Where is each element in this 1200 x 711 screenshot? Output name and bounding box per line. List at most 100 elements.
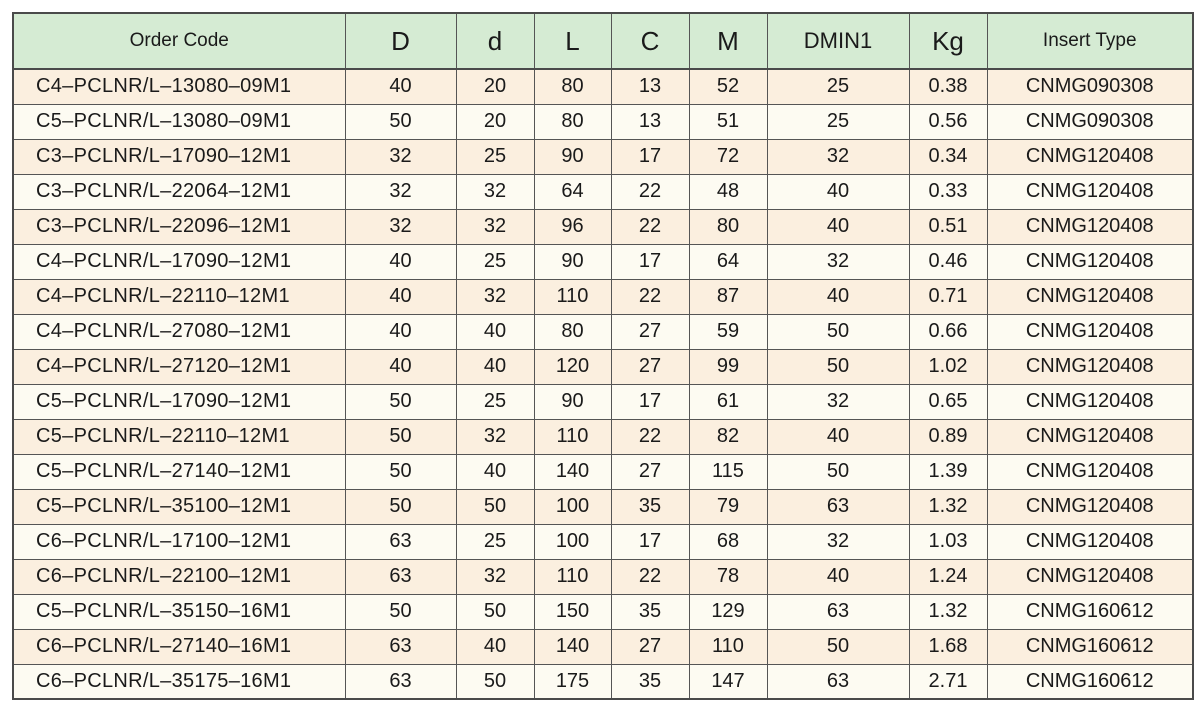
cell-order-code: C4–PCLNR/L–27120–12M1 [12,348,346,385]
cell-l: 90 [533,243,612,280]
cell-kg: 0.56 [908,103,988,140]
cell-insert-type: CNMG120408 [986,488,1194,525]
cell-order-code: C3–PCLNR/L–17090–12M1 [12,138,346,175]
cell-d-shank: 50 [455,593,535,630]
cell-kg: 2.71 [908,663,988,700]
cell-d-shank: 20 [455,68,535,105]
cell-insert-type: CNMG160612 [986,628,1194,665]
cell-d-outer: 32 [344,208,457,245]
cell-l: 100 [533,488,612,525]
cell-c: 22 [610,418,690,455]
header-d-shank: d [455,12,535,70]
cell-c: 17 [610,383,690,420]
cell-insert-type: CNMG090308 [986,68,1194,105]
cell-l: 110 [533,278,612,315]
cell-dmin1: 32 [766,383,910,420]
cell-m: 51 [688,103,768,140]
cell-insert-type: CNMG120408 [986,453,1194,490]
header-kg: Kg [908,12,988,70]
table-row: C5–PCLNR/L–35150–16M1 50 50 150 35 129 63 1.32 C… [12,593,1194,630]
header-d-outer: D [344,12,457,70]
cell-insert-type: CNMG120408 [986,173,1194,210]
cell-insert-type: CNMG120408 [986,418,1194,455]
cell-d-shank: 32 [455,173,535,210]
cell-insert-type: CNMG120408 [986,348,1194,385]
cell-c: 22 [610,173,690,210]
cell-insert-type: CNMG120408 [986,138,1194,175]
cell-insert-type: CNMG120408 [986,383,1194,420]
cell-d-shank: 32 [455,418,535,455]
cell-insert-type: CNMG160612 [986,663,1194,700]
cell-c: 22 [610,558,690,595]
cell-d-shank: 32 [455,278,535,315]
cell-order-code: C5–PCLNR/L–17090–12M1 [12,383,346,420]
cell-d-shank: 25 [455,523,535,560]
cell-dmin1: 25 [766,68,910,105]
cell-order-code: C3–PCLNR/L–22096–12M1 [12,208,346,245]
cell-d-outer: 40 [344,68,457,105]
table-row: C6–PCLNR/L–17100–12M1 63 25 100 17 68 32 1.03 CN… [12,523,1194,560]
cell-kg: 0.51 [908,208,988,245]
cell-c: 27 [610,313,690,350]
cell-order-code: C4–PCLNR/L–13080–09M1 [12,68,346,105]
cell-l: 140 [533,628,612,665]
table-row: C6–PCLNR/L–22100–12M1 63 32 110 22 78 40 1.24 CN… [12,558,1194,595]
cell-d-outer: 50 [344,593,457,630]
cell-dmin1: 32 [766,243,910,280]
cell-d-outer: 32 [344,173,457,210]
cell-l: 80 [533,103,612,140]
cell-c: 13 [610,103,690,140]
cell-dmin1: 50 [766,453,910,490]
cell-dmin1: 40 [766,558,910,595]
cell-order-code: C3–PCLNR/L–22064–12M1 [12,173,346,210]
cell-order-code: C6–PCLNR/L–27140–16M1 [12,628,346,665]
cell-c: 17 [610,523,690,560]
cell-insert-type: CNMG120408 [986,523,1194,560]
cell-l: 90 [533,138,612,175]
cell-dmin1: 25 [766,103,910,140]
cell-dmin1: 32 [766,138,910,175]
cell-c: 17 [610,243,690,280]
cell-insert-type: CNMG160612 [986,593,1194,630]
cell-m: 59 [688,313,768,350]
table-row: C6–PCLNR/L–35175–16M1 63 50 175 35 147 63 2.71 C… [12,663,1194,700]
cell-m: 80 [688,208,768,245]
cell-c: 35 [610,488,690,525]
cell-m: 99 [688,348,768,385]
cell-kg: 1.03 [908,523,988,560]
cell-dmin1: 50 [766,348,910,385]
table-row: C4–PCLNR/L–27120–12M1 40 40 120 27 99 50 1.02 CN… [12,348,1194,385]
cell-order-code: C5–PCLNR/L–35150–16M1 [12,593,346,630]
cell-dmin1: 63 [766,663,910,700]
cell-insert-type: CNMG120408 [986,243,1194,280]
cell-m: 147 [688,663,768,700]
cell-d-shank: 25 [455,243,535,280]
cell-kg: 0.33 [908,173,988,210]
table-body: C4–PCLNR/L–13080–09M1 40 20 80 13 52 25 0.38 CNM… [12,68,1194,700]
cell-dmin1: 40 [766,173,910,210]
cell-d-outer: 50 [344,418,457,455]
table-row: C3–PCLNR/L–22064–12M1 32 32 64 22 48 40 0.33 CNM… [12,173,1194,210]
table-row: C4–PCLNR/L–13080–09M1 40 20 80 13 52 25 0.38 CNM… [12,68,1194,105]
cell-d-outer: 40 [344,243,457,280]
cell-d-outer: 63 [344,523,457,560]
cell-m: 110 [688,628,768,665]
table-row: C5–PCLNR/L–22110–12M1 50 32 110 22 82 40 0.89 CN… [12,418,1194,455]
cell-l: 120 [533,348,612,385]
table-row: C5–PCLNR/L–35100–12M1 50 50 100 35 79 63 1.32 CN… [12,488,1194,525]
cell-order-code: C4–PCLNR/L–27080–12M1 [12,313,346,350]
cell-d-shank: 25 [455,138,535,175]
cell-m: 129 [688,593,768,630]
cell-insert-type: CNMG120408 [986,558,1194,595]
cell-l: 150 [533,593,612,630]
table-row: C6–PCLNR/L–27140–16M1 63 40 140 27 110 50 1.68 C… [12,628,1194,665]
cell-l: 140 [533,453,612,490]
cell-m: 64 [688,243,768,280]
cell-d-shank: 40 [455,628,535,665]
cell-c: 17 [610,138,690,175]
cell-l: 96 [533,208,612,245]
cell-kg: 1.68 [908,628,988,665]
cell-m: 72 [688,138,768,175]
header-c: C [610,12,690,70]
cell-insert-type: CNMG120408 [986,278,1194,315]
